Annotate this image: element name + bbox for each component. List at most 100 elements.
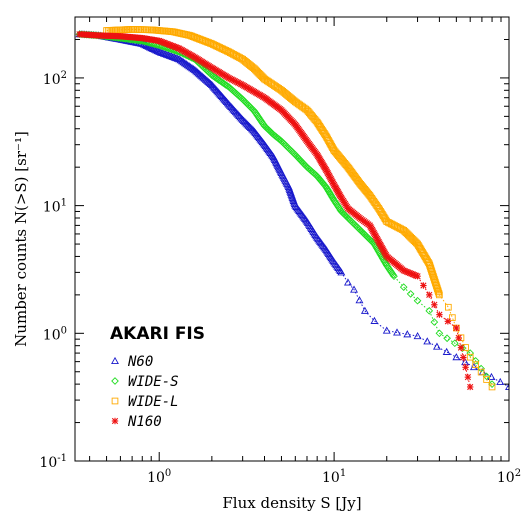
data-point	[453, 324, 460, 332]
data-point	[183, 61, 192, 69]
data-point	[466, 383, 474, 391]
data-point	[243, 100, 252, 108]
data-point	[355, 296, 364, 304]
legend-label: N60	[127, 354, 153, 370]
data-point	[444, 318, 452, 325]
x-tick-label: 101	[322, 468, 346, 486]
legend-title: AKARI FIS	[110, 324, 205, 344]
data-point	[144, 42, 153, 50]
data-point	[257, 72, 265, 79]
data-point	[505, 382, 509, 390]
series-layer	[75, 26, 509, 391]
data-point	[403, 230, 411, 238]
data-point	[283, 142, 292, 151]
data-point	[256, 71, 264, 78]
data-point	[477, 368, 485, 376]
data-point	[281, 140, 289, 149]
data-point	[409, 236, 417, 243]
data-point	[393, 328, 401, 336]
data-point	[435, 329, 444, 338]
data-point	[289, 148, 297, 157]
data-point	[401, 228, 409, 235]
data-point	[251, 65, 258, 73]
data-point	[399, 283, 408, 291]
data-point	[370, 316, 379, 324]
legend-item-n160: N160	[111, 414, 162, 430]
legend: AKARI FIS N60 WIDE-S WIDE-L N160	[110, 324, 205, 430]
x-tick-label: 100	[147, 468, 171, 486]
data-point	[496, 377, 505, 386]
data-point	[360, 306, 369, 314]
series-n160	[76, 30, 474, 391]
data-point	[390, 272, 398, 281]
data-point	[404, 231, 412, 239]
data-point	[426, 291, 433, 299]
data-point	[445, 303, 452, 311]
y-tick-label: 100	[43, 325, 67, 343]
data-point	[189, 65, 198, 73]
tick-labels: 100 101 102 10-1 100 101 102	[39, 70, 521, 486]
data-point	[149, 44, 158, 52]
data-point	[347, 217, 356, 226]
data-point	[452, 353, 461, 361]
legend-items: N60 WIDE-S WIDE-L N160	[111, 354, 179, 430]
legend-label: WIDE-L	[128, 394, 179, 410]
legend-marker	[111, 377, 119, 385]
data-point	[483, 376, 490, 383]
series-line-wide-s	[79, 33, 493, 385]
data-point	[442, 347, 451, 355]
y-axis-title: Number counts N(>S) [sr⁻¹]	[12, 131, 30, 347]
data-point	[188, 64, 197, 72]
data-point	[488, 383, 496, 391]
data-point	[460, 354, 467, 361]
data-point	[449, 314, 456, 321]
y-tick-label: 102	[43, 70, 67, 88]
data-point	[432, 342, 441, 350]
legend-item-wide-s: WIDE-S	[111, 374, 179, 390]
legend-item-wide-l: WIDE-L	[111, 394, 179, 410]
data-point	[430, 318, 439, 326]
data-point	[153, 47, 162, 55]
data-point	[173, 54, 182, 62]
data-point	[488, 380, 496, 388]
data-point	[462, 364, 469, 371]
data-point	[186, 63, 195, 71]
legend-marker	[111, 356, 119, 365]
data-point	[254, 68, 262, 76]
data-point	[352, 222, 360, 230]
data-point	[464, 373, 472, 381]
series-wide-l	[103, 26, 496, 391]
data-point	[435, 289, 443, 297]
data-point	[431, 301, 438, 308]
data-point	[466, 349, 475, 357]
data-point	[150, 45, 159, 53]
x-tick-label: 102	[497, 468, 521, 486]
data-point	[182, 60, 191, 68]
data-point	[145, 43, 154, 51]
data-point	[245, 102, 254, 111]
legend-marker	[111, 397, 119, 405]
data-point	[349, 219, 358, 228]
data-point	[248, 104, 256, 113]
data-point	[180, 59, 189, 67]
data-point	[423, 337, 432, 345]
data-point	[425, 306, 434, 315]
data-point	[337, 268, 346, 276]
data-point	[249, 64, 257, 72]
data-point	[469, 362, 478, 371]
data-point	[255, 69, 263, 77]
legend-marker	[111, 417, 119, 425]
data-point	[176, 56, 185, 64]
data-point	[413, 296, 422, 305]
legend-label: N160	[127, 414, 162, 430]
data-point	[403, 330, 412, 338]
data-point	[407, 233, 414, 241]
data-point	[443, 334, 451, 343]
data-point	[436, 291, 443, 299]
data-point	[179, 58, 188, 66]
data-point	[466, 353, 474, 361]
data-point	[152, 46, 161, 54]
data-point	[420, 282, 427, 289]
data-point	[178, 57, 186, 65]
